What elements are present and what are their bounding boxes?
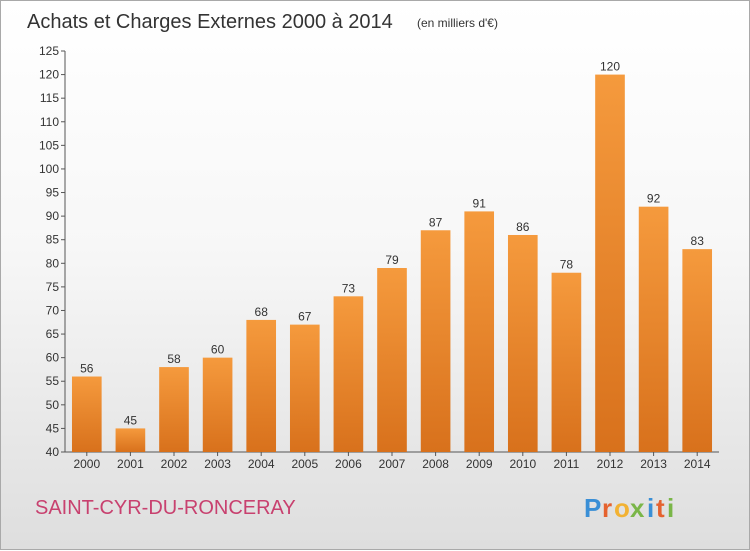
y-tick-label: 105 — [39, 138, 59, 152]
x-tick-label: 2013 — [640, 457, 667, 471]
y-tick-label: 85 — [46, 233, 60, 247]
y-tick-label: 45 — [46, 421, 60, 435]
chart-subtitle: (en milliers d'€) — [417, 16, 498, 30]
bar-value-label: 78 — [560, 258, 574, 272]
x-tick-label: 2001 — [117, 457, 144, 471]
x-tick-label: 2011 — [553, 457, 579, 471]
y-tick-label: 115 — [40, 91, 59, 105]
y-tick-label: 40 — [46, 445, 60, 459]
logo-letter: P — [584, 493, 601, 523]
x-tick-label: 2010 — [509, 457, 536, 471]
bar-value-label: 83 — [691, 234, 705, 248]
y-tick-label: 100 — [39, 162, 59, 176]
bar-value-label: 58 — [167, 352, 181, 366]
bar — [377, 268, 407, 452]
x-tick-label: 2014 — [684, 457, 711, 471]
bar — [202, 357, 233, 452]
y-tick-label: 110 — [40, 115, 59, 129]
bar-value-label: 92 — [647, 192, 661, 206]
x-tick-label: 2005 — [291, 457, 318, 471]
x-tick-label: 2012 — [597, 457, 624, 471]
bar — [507, 234, 538, 452]
logo-letter: o — [614, 493, 630, 523]
y-tick-label: 95 — [46, 186, 60, 200]
bar — [682, 249, 713, 452]
x-tick-label: 2002 — [161, 457, 188, 471]
bar-value-label: 79 — [385, 253, 399, 267]
bar — [333, 296, 364, 452]
bar — [159, 367, 189, 452]
bar-value-label: 67 — [298, 310, 312, 324]
bar-value-label: 56 — [80, 362, 94, 376]
plot-area: 40 45 50 55 60 65 70 75 80 85 90 95 100 105 110 115 120 1… — [39, 44, 719, 471]
y-tick-label: 90 — [46, 209, 60, 223]
y-tick-label: 70 — [46, 303, 60, 317]
bar — [115, 428, 146, 452]
x-tick-label: 2006 — [335, 457, 362, 471]
y-tick-label: 80 — [46, 256, 60, 270]
y-tick-label: 120 — [39, 68, 59, 82]
x-tick-label: 2008 — [422, 457, 449, 471]
x-tick-label: 2003 — [204, 457, 231, 471]
bar-value-label: 60 — [211, 343, 225, 357]
bar-value-label: 45 — [124, 413, 138, 427]
logo-letter: t — [656, 493, 665, 523]
bar — [551, 272, 582, 452]
bar-value-label: 86 — [516, 220, 530, 234]
logo-letter: r — [602, 493, 612, 523]
x-tick-label: 2004 — [248, 457, 275, 471]
y-tick-label: 125 — [39, 44, 59, 58]
bar-value-label: 87 — [429, 215, 443, 229]
bar-value-label: 73 — [342, 281, 356, 295]
chart-title: Achats et Charges Externes 2000 à 2014 — [27, 11, 393, 33]
logo-letter: i — [647, 493, 654, 523]
bar — [246, 319, 277, 452]
logo-letter: i — [667, 493, 674, 523]
x-tick-label: 2009 — [466, 457, 493, 471]
logo-letter: x — [630, 493, 645, 523]
bar — [638, 206, 669, 452]
x-tick-label: 2000 — [73, 457, 100, 471]
bar-value-label: 120 — [600, 60, 620, 74]
bar — [420, 230, 451, 452]
y-tick-label: 75 — [46, 280, 60, 294]
bar — [464, 211, 495, 452]
town-name: SAINT-CYR-DU-RONCERAY — [35, 497, 296, 519]
bar-value-label: 91 — [473, 196, 487, 210]
bar-value-label: 68 — [255, 305, 269, 319]
y-tick-label: 55 — [46, 374, 60, 388]
bar — [71, 376, 102, 452]
bar — [595, 74, 625, 453]
y-tick-label: 50 — [46, 398, 60, 412]
y-tick-label: 60 — [46, 351, 60, 365]
x-tick-label: 2007 — [379, 457, 406, 471]
bar — [289, 324, 320, 452]
y-tick-label: 65 — [46, 327, 60, 341]
